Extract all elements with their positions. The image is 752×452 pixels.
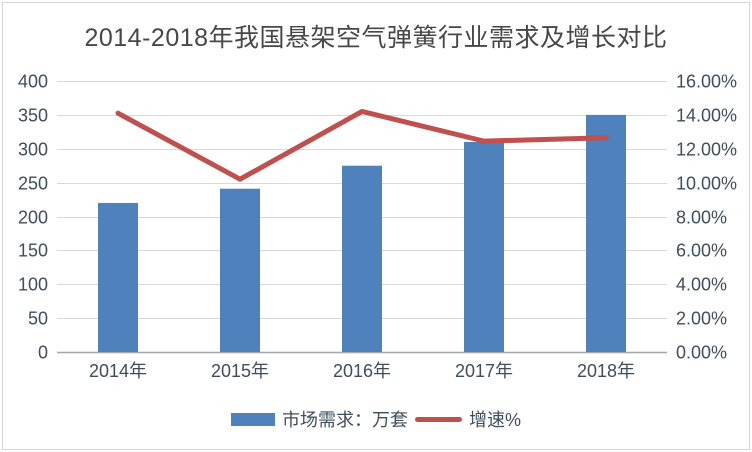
left-axis-tick: 50: [28, 309, 48, 329]
left-axis-tick: 350: [18, 106, 48, 126]
right-axis-tick: 4.00%: [676, 275, 727, 295]
legend-item-growth: 增速%: [414, 406, 521, 432]
right-axis-tick: 12.00%: [676, 140, 737, 160]
right-axis-tick: 14.00%: [676, 106, 737, 126]
chart-title: 2014-2018年我国悬架空气弹簧行业需求及增长对比: [84, 24, 668, 52]
legend-line-swatch: [414, 416, 462, 422]
left-axis-tick: 300: [18, 140, 48, 160]
right-axis-tick: 0.00%: [676, 343, 727, 363]
left-axis-tick: 0: [38, 343, 48, 363]
legend: 市场需求：万套 增速%: [0, 406, 752, 432]
right-axis-tick: 8.00%: [676, 208, 727, 228]
bar-2015年: [220, 188, 260, 352]
x-axis-label: 2014年: [89, 361, 147, 381]
x-axis-label: 2015年: [211, 361, 269, 381]
left-axis-tick: 150: [18, 241, 48, 261]
x-axis-label: 2017年: [455, 361, 513, 381]
x-axis-label: 2018年: [577, 361, 635, 381]
legend-label-growth: 增速%: [468, 410, 521, 430]
bar-2018年: [586, 114, 626, 352]
right-axis-tick: 10.00%: [676, 174, 737, 194]
growth-line: [115, 108, 609, 182]
left-axis-tick: 250: [18, 174, 48, 194]
bar-2016年: [342, 165, 382, 352]
x-axis-label: 2016年: [333, 361, 391, 381]
legend-item-demand: 市场需求：万套: [230, 406, 408, 432]
right-axis-tick: 2.00%: [676, 309, 727, 329]
bar-2017年: [464, 141, 504, 352]
right-axis-tick: 16.00%: [676, 72, 737, 92]
legend-label-demand: 市场需求：万套: [281, 410, 408, 430]
left-axis-tick: 200: [18, 208, 48, 228]
left-axis-tick: 100: [18, 275, 48, 295]
left-axis-tick: 400: [18, 72, 48, 92]
legend-bar-swatch: [230, 412, 275, 426]
bar-2014年: [98, 202, 138, 352]
right-axis-tick: 6.00%: [676, 241, 727, 261]
